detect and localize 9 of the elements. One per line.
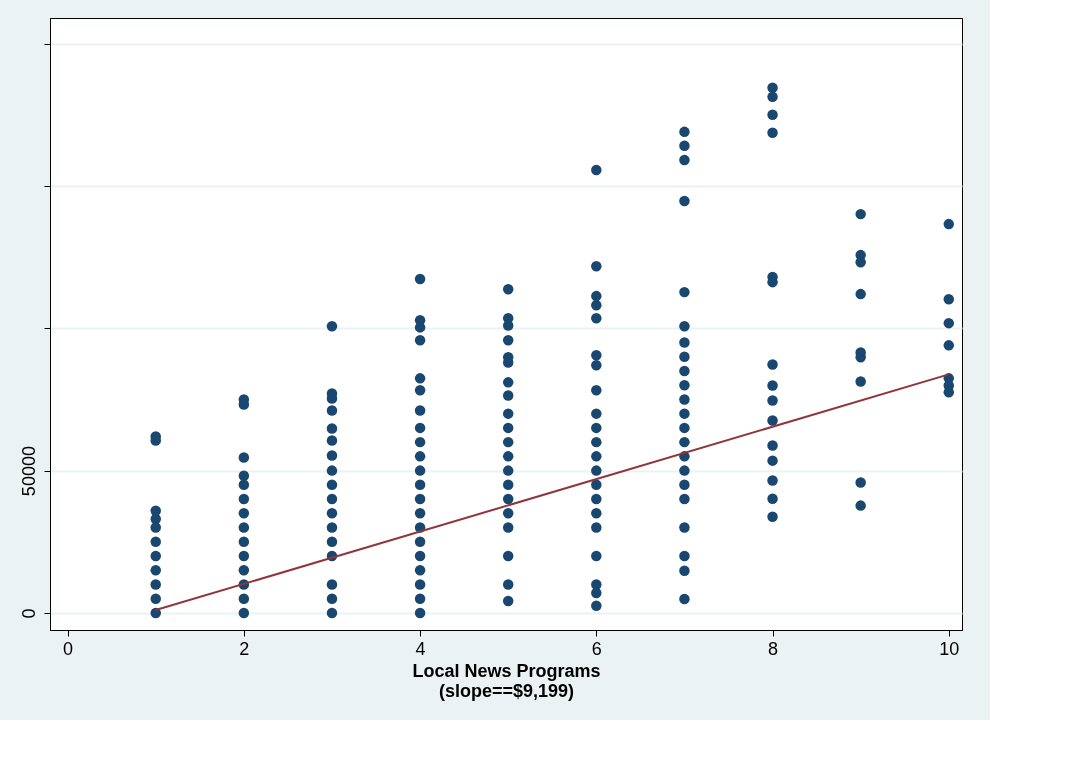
y-tick-label: 50000 [18,446,39,497]
x-tick-label: 8 [768,638,779,659]
x-tick-label: 4 [415,638,426,659]
x-tick-label: 2 [239,638,250,659]
x-tick-label: 0 [63,638,74,659]
text: (slope==$9,199) [438,680,575,701]
x-axis-title: Local News Programs [412,660,601,681]
x-tick-label: 6 [591,638,602,659]
x-tick-label: 10 [939,638,960,659]
